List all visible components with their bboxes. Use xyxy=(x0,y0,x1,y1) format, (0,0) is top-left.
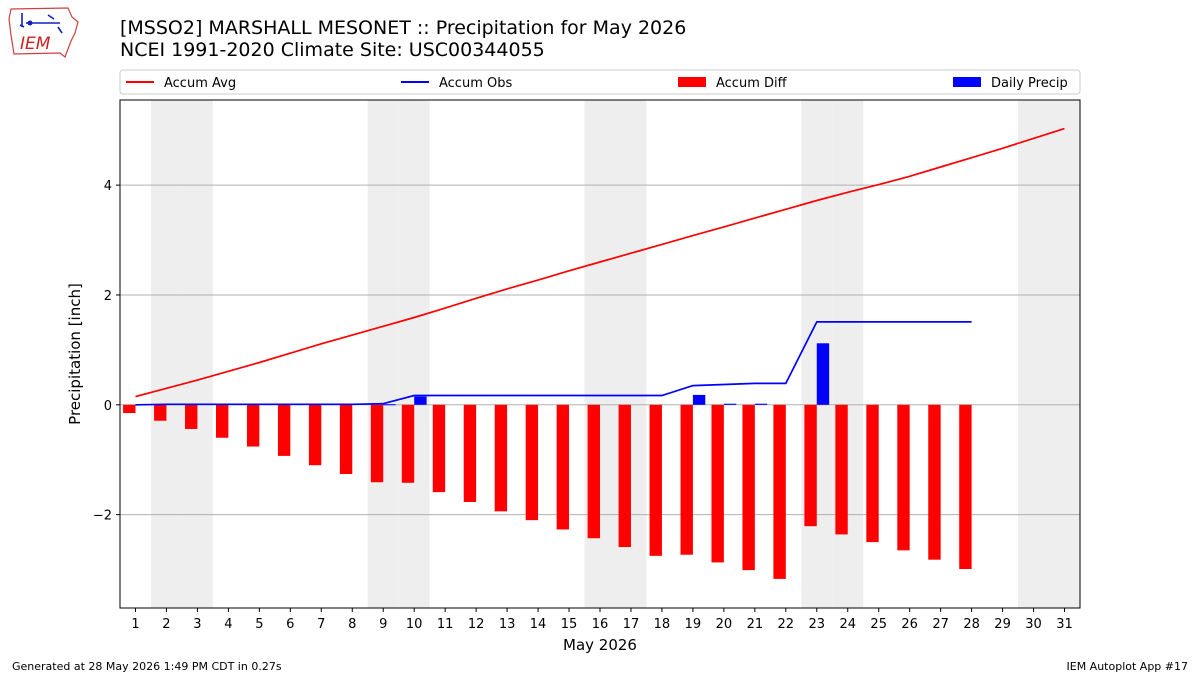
weekend-shade xyxy=(150,100,182,608)
legend-label: Accum Diff xyxy=(716,76,788,91)
daily-precip-bar xyxy=(816,343,830,405)
x-tick-label: 4 xyxy=(224,617,232,632)
legend-swatch xyxy=(953,77,981,87)
daily-precip-bar xyxy=(692,394,706,405)
x-tick-label: 20 xyxy=(716,617,733,632)
chart-subtitle: NCEI 1991-2020 Climate Site: USC00344055 xyxy=(120,39,545,61)
x-tick-label: 17 xyxy=(623,617,640,632)
x-tick-label: 12 xyxy=(468,617,485,632)
y-tick-label: 2 xyxy=(104,289,112,304)
x-tick-label: 6 xyxy=(286,617,294,632)
x-tick-label: 19 xyxy=(685,617,702,632)
accum-diff-bar xyxy=(246,404,260,447)
daily-precip-bar xyxy=(414,396,427,405)
daily-precip-bar xyxy=(383,404,396,406)
weekend-shade xyxy=(1049,100,1080,608)
accum-diff-bar xyxy=(370,404,384,483)
accum-diff-bar xyxy=(680,404,693,555)
weather-station-icon xyxy=(19,13,63,34)
accum-diff-bar xyxy=(618,404,631,548)
accum-diff-bar xyxy=(804,404,817,527)
weekend-shade xyxy=(181,100,213,608)
x-tick-label: 8 xyxy=(348,617,356,632)
precipitation-chart: Accum Avg Accum Obs Accum Diff Daily Precip… xyxy=(66,69,1081,654)
x-tick-label: 15 xyxy=(561,617,578,632)
accum-diff-bar xyxy=(556,404,570,530)
accum-avg-line xyxy=(135,127,1065,398)
x-tick-label: 5 xyxy=(255,617,263,632)
x-tick-label: 22 xyxy=(778,617,795,632)
accum-diff-bar xyxy=(525,404,539,521)
x-tick-label: 18 xyxy=(654,617,671,632)
iowa-outline-shape xyxy=(8,7,79,58)
legend-label: Accum Obs xyxy=(439,76,512,91)
accum-diff-bar xyxy=(216,404,229,438)
accum-diff-bar xyxy=(866,404,879,543)
x-tick-label: 21 xyxy=(747,617,764,632)
x-tick-label: 24 xyxy=(839,617,856,632)
x-tick-label: 28 xyxy=(963,617,980,632)
y-axis-label: Precipitation [inch] xyxy=(66,283,84,425)
x-tick-label: 30 xyxy=(1025,617,1042,632)
legend-label: Daily Precip xyxy=(991,76,1068,91)
x-tick-label: 23 xyxy=(809,617,826,632)
accum-diff-bar xyxy=(835,404,848,535)
accum-obs-line xyxy=(135,321,972,406)
y-tick-label: 4 xyxy=(104,179,112,194)
x-tick-label: 13 xyxy=(499,617,516,632)
legend-box xyxy=(119,69,1081,95)
plot-area: 1 2 3 4 5 6 7 8 9 10 11 12 13 14 15 16 17 18 19 20 21 22 23 24 2… xyxy=(66,99,1081,654)
accum-diff-bar xyxy=(959,404,972,570)
x-tick-label: 2 xyxy=(162,617,170,632)
accum-diff-bar xyxy=(587,404,600,539)
weekend-shade xyxy=(367,100,399,608)
iem-logo: IEM xyxy=(8,7,79,58)
x-tick-label: 9 xyxy=(379,617,387,632)
accum-diff-bar xyxy=(123,404,136,414)
weekend-shade xyxy=(398,100,430,608)
accum-diff-bar xyxy=(649,404,662,556)
legend-swatch xyxy=(678,77,706,87)
x-tick-label: 31 xyxy=(1056,617,1073,632)
generated-timestamp: Generated at 28 May 2026 1:49 PM CDT in … xyxy=(12,660,282,673)
accum-diff-bar xyxy=(711,404,724,563)
accum-diff-bar xyxy=(401,404,415,483)
logo-text: IEM xyxy=(20,34,51,54)
x-tick-label: 7 xyxy=(317,617,325,632)
accum-diff-bar xyxy=(897,404,910,551)
x-tick-label: 29 xyxy=(994,617,1011,632)
weekend-shade xyxy=(1018,100,1050,608)
x-tick-label: 11 xyxy=(437,617,454,632)
legend-label: Accum Avg xyxy=(164,76,236,91)
app-label: IEM Autoplot App #17 xyxy=(1066,660,1189,673)
x-tick-label: 25 xyxy=(870,617,887,632)
accum-diff-bar xyxy=(185,404,198,429)
daily-precip-bar xyxy=(723,403,737,405)
daily-precip-bar xyxy=(754,403,768,405)
x-tick-label: 16 xyxy=(592,617,609,632)
x-tick-label: 1 xyxy=(131,617,139,632)
accum-diff-bar xyxy=(773,404,786,579)
accum-diff-bar xyxy=(154,404,167,421)
accum-diff-bar xyxy=(463,404,477,503)
accum-diff-bar xyxy=(432,404,446,493)
x-tick-label: 3 xyxy=(193,617,201,632)
chart-title: [MSSO2] MARSHALL MESONET :: Precipitatio… xyxy=(120,17,687,39)
x-tick-label: 14 xyxy=(530,617,547,632)
chart-legend: Accum Avg Accum Obs Accum Diff Daily Precip xyxy=(119,69,1081,95)
accum-diff-bar xyxy=(742,404,755,571)
accum-diff-bar xyxy=(339,404,353,474)
y-tick-label: 0 xyxy=(104,399,112,414)
accum-diff-bar xyxy=(928,404,941,560)
x-axis-label: May 2026 xyxy=(563,636,637,654)
x-tick-label: 10 xyxy=(406,617,423,632)
accum-diff-bar xyxy=(494,404,508,512)
x-tick-label: 27 xyxy=(932,617,949,632)
y-tick-label: −2 xyxy=(93,509,112,524)
accum-diff-bar xyxy=(308,404,322,466)
x-tick-label: 26 xyxy=(901,617,918,632)
station-dot-icon xyxy=(27,20,33,26)
accum-diff-bar xyxy=(277,404,291,456)
